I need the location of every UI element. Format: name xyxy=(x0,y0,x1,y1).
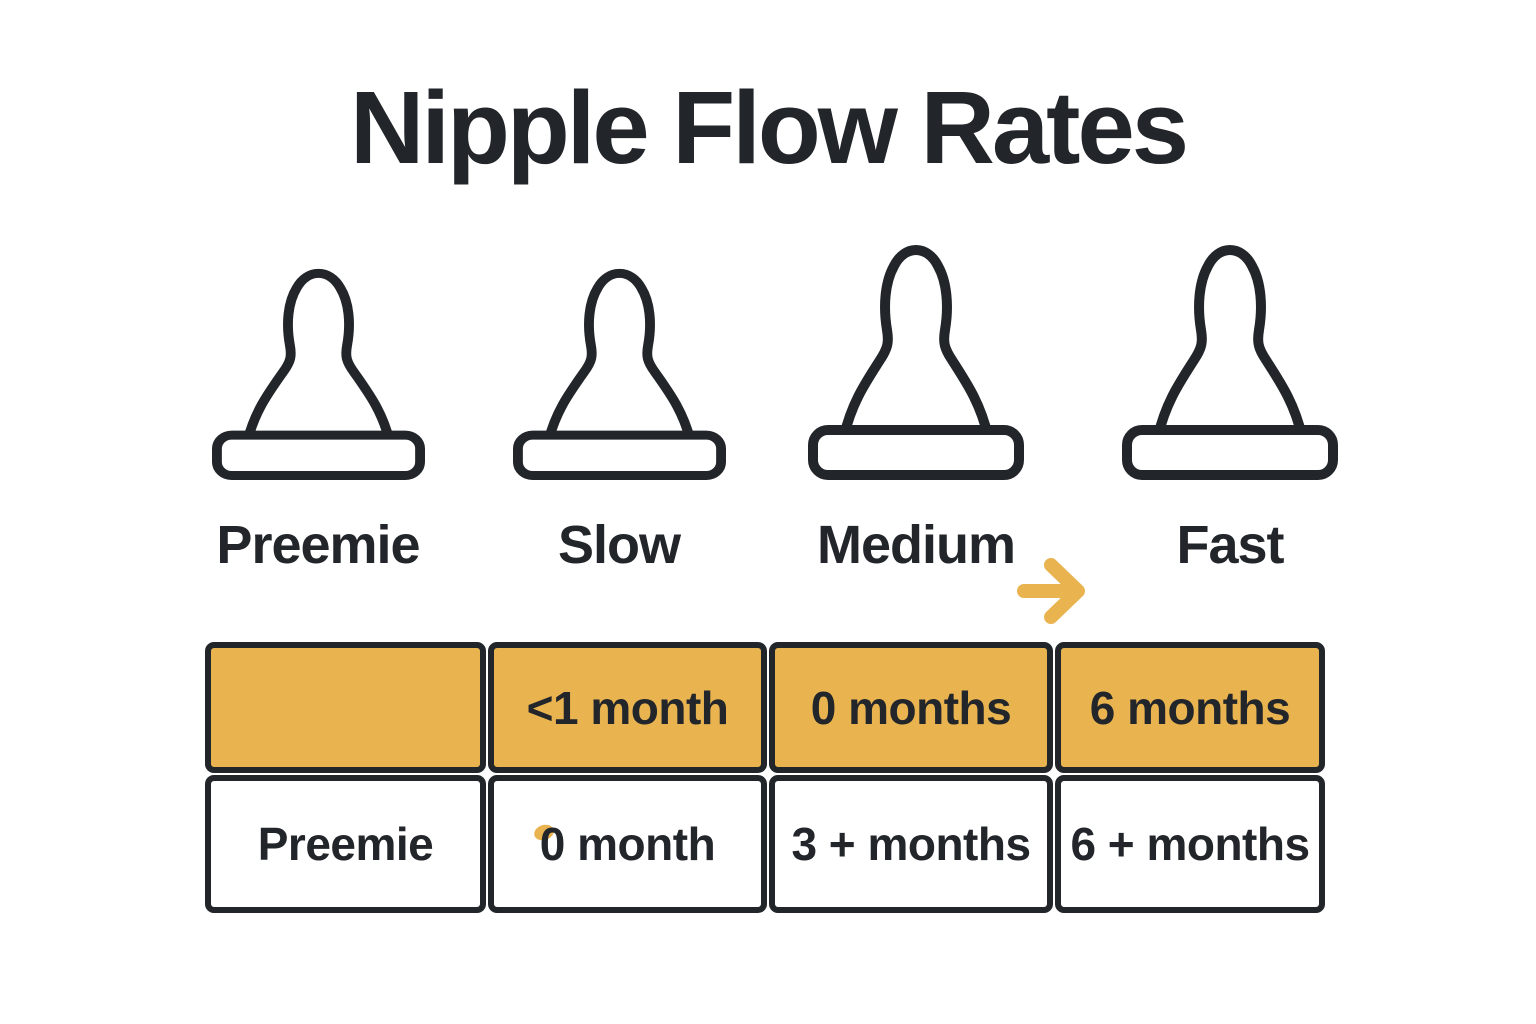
cell-0-month-label: 0 month xyxy=(539,818,716,870)
nipple-icon-fast xyxy=(1122,244,1338,480)
nipple-icon-preemie xyxy=(212,268,425,480)
nipple-art-medium xyxy=(808,244,1024,480)
page-title: Nipple Flow Rates xyxy=(349,70,1189,185)
cell-3plus-months-label: 3 + months xyxy=(791,818,1031,870)
header-cell-empty xyxy=(205,642,486,773)
cell-6plus-months-label: 6 + months xyxy=(1070,818,1310,870)
nipple-row: Preemie Slow Medium Fast xyxy=(0,244,1536,624)
nipple-label-preemie: Preemie xyxy=(216,515,420,575)
cell-preemie: Preemie xyxy=(205,775,486,913)
cell-preemie-label: Preemie xyxy=(257,818,434,870)
nipple-art-slow xyxy=(513,244,726,480)
nipple-label-medium: Medium xyxy=(816,515,1016,575)
nipple-item-fast: Fast xyxy=(1090,244,1370,576)
nipple-item-preemie: Preemie xyxy=(178,244,458,576)
nipple-icon-slow xyxy=(513,268,726,480)
nipple-icon-medium xyxy=(808,244,1024,480)
header-cell-0-months-label: 0 months xyxy=(810,681,1012,734)
header-cell-6-months: 6 months xyxy=(1055,642,1325,773)
header-cell-0-months: 0 months xyxy=(769,642,1053,773)
header-cell-6-months-label: 6 months xyxy=(1089,681,1291,734)
nipple-label-slow: Slow xyxy=(557,515,681,575)
header-cell-lt1-month-label: <1 month xyxy=(526,681,729,734)
nipple-art-preemie xyxy=(212,244,425,480)
nipple-item-slow: Slow xyxy=(479,244,759,576)
cell-0-month: 0 month xyxy=(488,775,767,913)
arrow-right-icon xyxy=(1014,552,1096,630)
header-cell-lt1-month: <1 month xyxy=(488,642,767,773)
nipple-item-medium: Medium xyxy=(776,244,1056,576)
nipple-label-fast: Fast xyxy=(1176,515,1284,575)
cell-3plus-months: 3 + months xyxy=(769,775,1053,913)
cell-6plus-months: 6 + months xyxy=(1055,775,1325,913)
nipple-art-fast xyxy=(1122,244,1338,480)
flow-rate-table: <1 month 0 months 6 months Preemie 0 mon… xyxy=(205,642,1325,913)
